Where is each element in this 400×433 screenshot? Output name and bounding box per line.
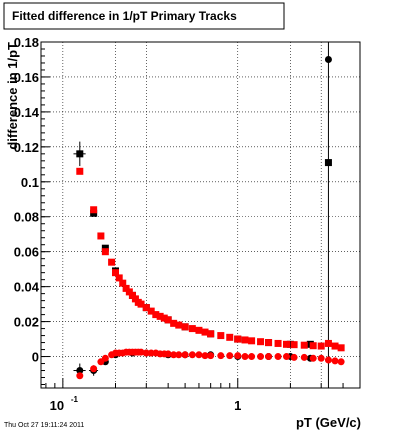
data-point-square: [324, 159, 332, 167]
data-point-circle: [283, 353, 291, 361]
data-point-square: [160, 314, 168, 322]
data-point-circle: [324, 55, 332, 63]
data-point-circle: [181, 351, 189, 359]
data-point-square: [108, 258, 116, 266]
data-point-circle: [90, 365, 98, 373]
data-point-circle: [195, 351, 203, 359]
data-point-square: [241, 336, 249, 344]
data-point-square: [300, 341, 308, 349]
x-tick-label-base: 10: [50, 398, 64, 413]
data-point-square: [119, 279, 127, 287]
y-tick-label: 0.1: [21, 175, 39, 190]
data-point-square: [175, 321, 183, 329]
chart-title: Fitted difference in 1/pT Primary Tracks: [12, 9, 237, 23]
data-point-circle: [290, 353, 298, 361]
data-point-square: [309, 342, 317, 350]
data-point-circle: [337, 358, 345, 366]
data-point-square: [188, 325, 196, 333]
data-point-circle: [175, 351, 183, 359]
data-point-square: [248, 337, 256, 345]
data-point-square: [201, 328, 209, 336]
error-bar-layer: [73, 141, 99, 378]
grid-layer: [41, 41, 360, 388]
data-point-circle: [257, 353, 265, 361]
data-point-square: [152, 311, 160, 319]
data-point-square: [90, 206, 98, 214]
y-tick-label: 0.16: [14, 70, 39, 85]
data-point-circle: [207, 352, 215, 360]
x-axis-label: pT (GeV/c): [296, 415, 361, 430]
data-point-square: [164, 316, 172, 324]
data-point-square: [331, 342, 339, 350]
data-point-circle: [300, 353, 308, 361]
data-point-square: [286, 340, 294, 348]
data-point-circle: [226, 352, 234, 360]
plot-frame: [40, 41, 361, 389]
y-tick-label: 0.12: [14, 140, 39, 155]
data-point-square: [142, 304, 150, 312]
data-point-square: [97, 232, 105, 240]
data-point-square: [257, 338, 265, 346]
data-point-square: [137, 300, 145, 308]
data-point-square: [207, 330, 215, 338]
data-point-square: [112, 269, 120, 277]
data-point-square: [226, 333, 234, 341]
data-point-circle: [234, 352, 242, 360]
x-tick-labels: 10 -1 1: [50, 395, 242, 413]
data-point-circle: [142, 349, 150, 357]
data-point-square: [156, 312, 164, 320]
data-point-circle: [164, 350, 172, 358]
data-point-circle: [137, 348, 145, 356]
data-point-circle: [170, 351, 178, 359]
data-point-circle: [101, 354, 109, 362]
footer-timestamp: Thu Oct 27 19:11:24 2011: [4, 422, 84, 429]
data-point-square: [147, 307, 155, 315]
data-point-square: [170, 319, 178, 327]
marker-layer: [76, 55, 345, 380]
data-point-circle: [274, 353, 282, 361]
data-point-square: [234, 335, 242, 343]
data-point-square: [265, 339, 273, 347]
title-box: [3, 2, 285, 30]
data-point-square: [337, 344, 345, 352]
data-point-circle: [317, 354, 325, 362]
data-point-circle: [331, 357, 339, 365]
data-point-square: [76, 167, 84, 175]
data-point-square: [181, 323, 189, 331]
data-point-square: [317, 342, 325, 350]
data-point-circle: [217, 352, 225, 360]
y-tick-label: 0.02: [14, 315, 39, 330]
data-point-square: [76, 150, 84, 158]
data-point-circle: [248, 353, 256, 361]
tick-layer: [41, 41, 361, 388]
data-point-square: [217, 332, 225, 340]
y-tick-label: 0.08: [14, 210, 39, 225]
data-point-circle: [309, 354, 317, 362]
data-point-square: [101, 248, 109, 256]
data-point-circle: [324, 356, 332, 364]
y-tick-labels: 0 0.02 0.04 0.06 0.08 0.1 0.12 0.14 0.16 0.18: [14, 35, 40, 365]
data-point-square: [115, 274, 123, 282]
y-tick-label: 0.14: [14, 105, 40, 120]
y-tick-label: 0.18: [14, 35, 39, 50]
y-tick-label: 0: [32, 350, 39, 365]
data-point-square: [195, 326, 203, 334]
y-tick-label: 0.06: [14, 245, 39, 260]
data-point-circle: [201, 352, 209, 360]
data-point-square: [324, 339, 332, 347]
data-point-square: [274, 339, 282, 347]
x-tick-label: 1: [234, 398, 241, 413]
data-point-circle: [76, 372, 84, 380]
data-point-circle: [76, 367, 84, 375]
data-point-square: [283, 340, 291, 348]
data-point-square: [290, 341, 298, 349]
data-point-circle: [241, 353, 249, 361]
y-axis-label: difference in 1/pT: [5, 42, 20, 150]
data-point-circle: [265, 353, 273, 361]
x-tick-label-exponent: -1: [71, 395, 79, 404]
y-tick-label: 0.04: [14, 280, 40, 295]
data-point-circle: [188, 351, 196, 359]
